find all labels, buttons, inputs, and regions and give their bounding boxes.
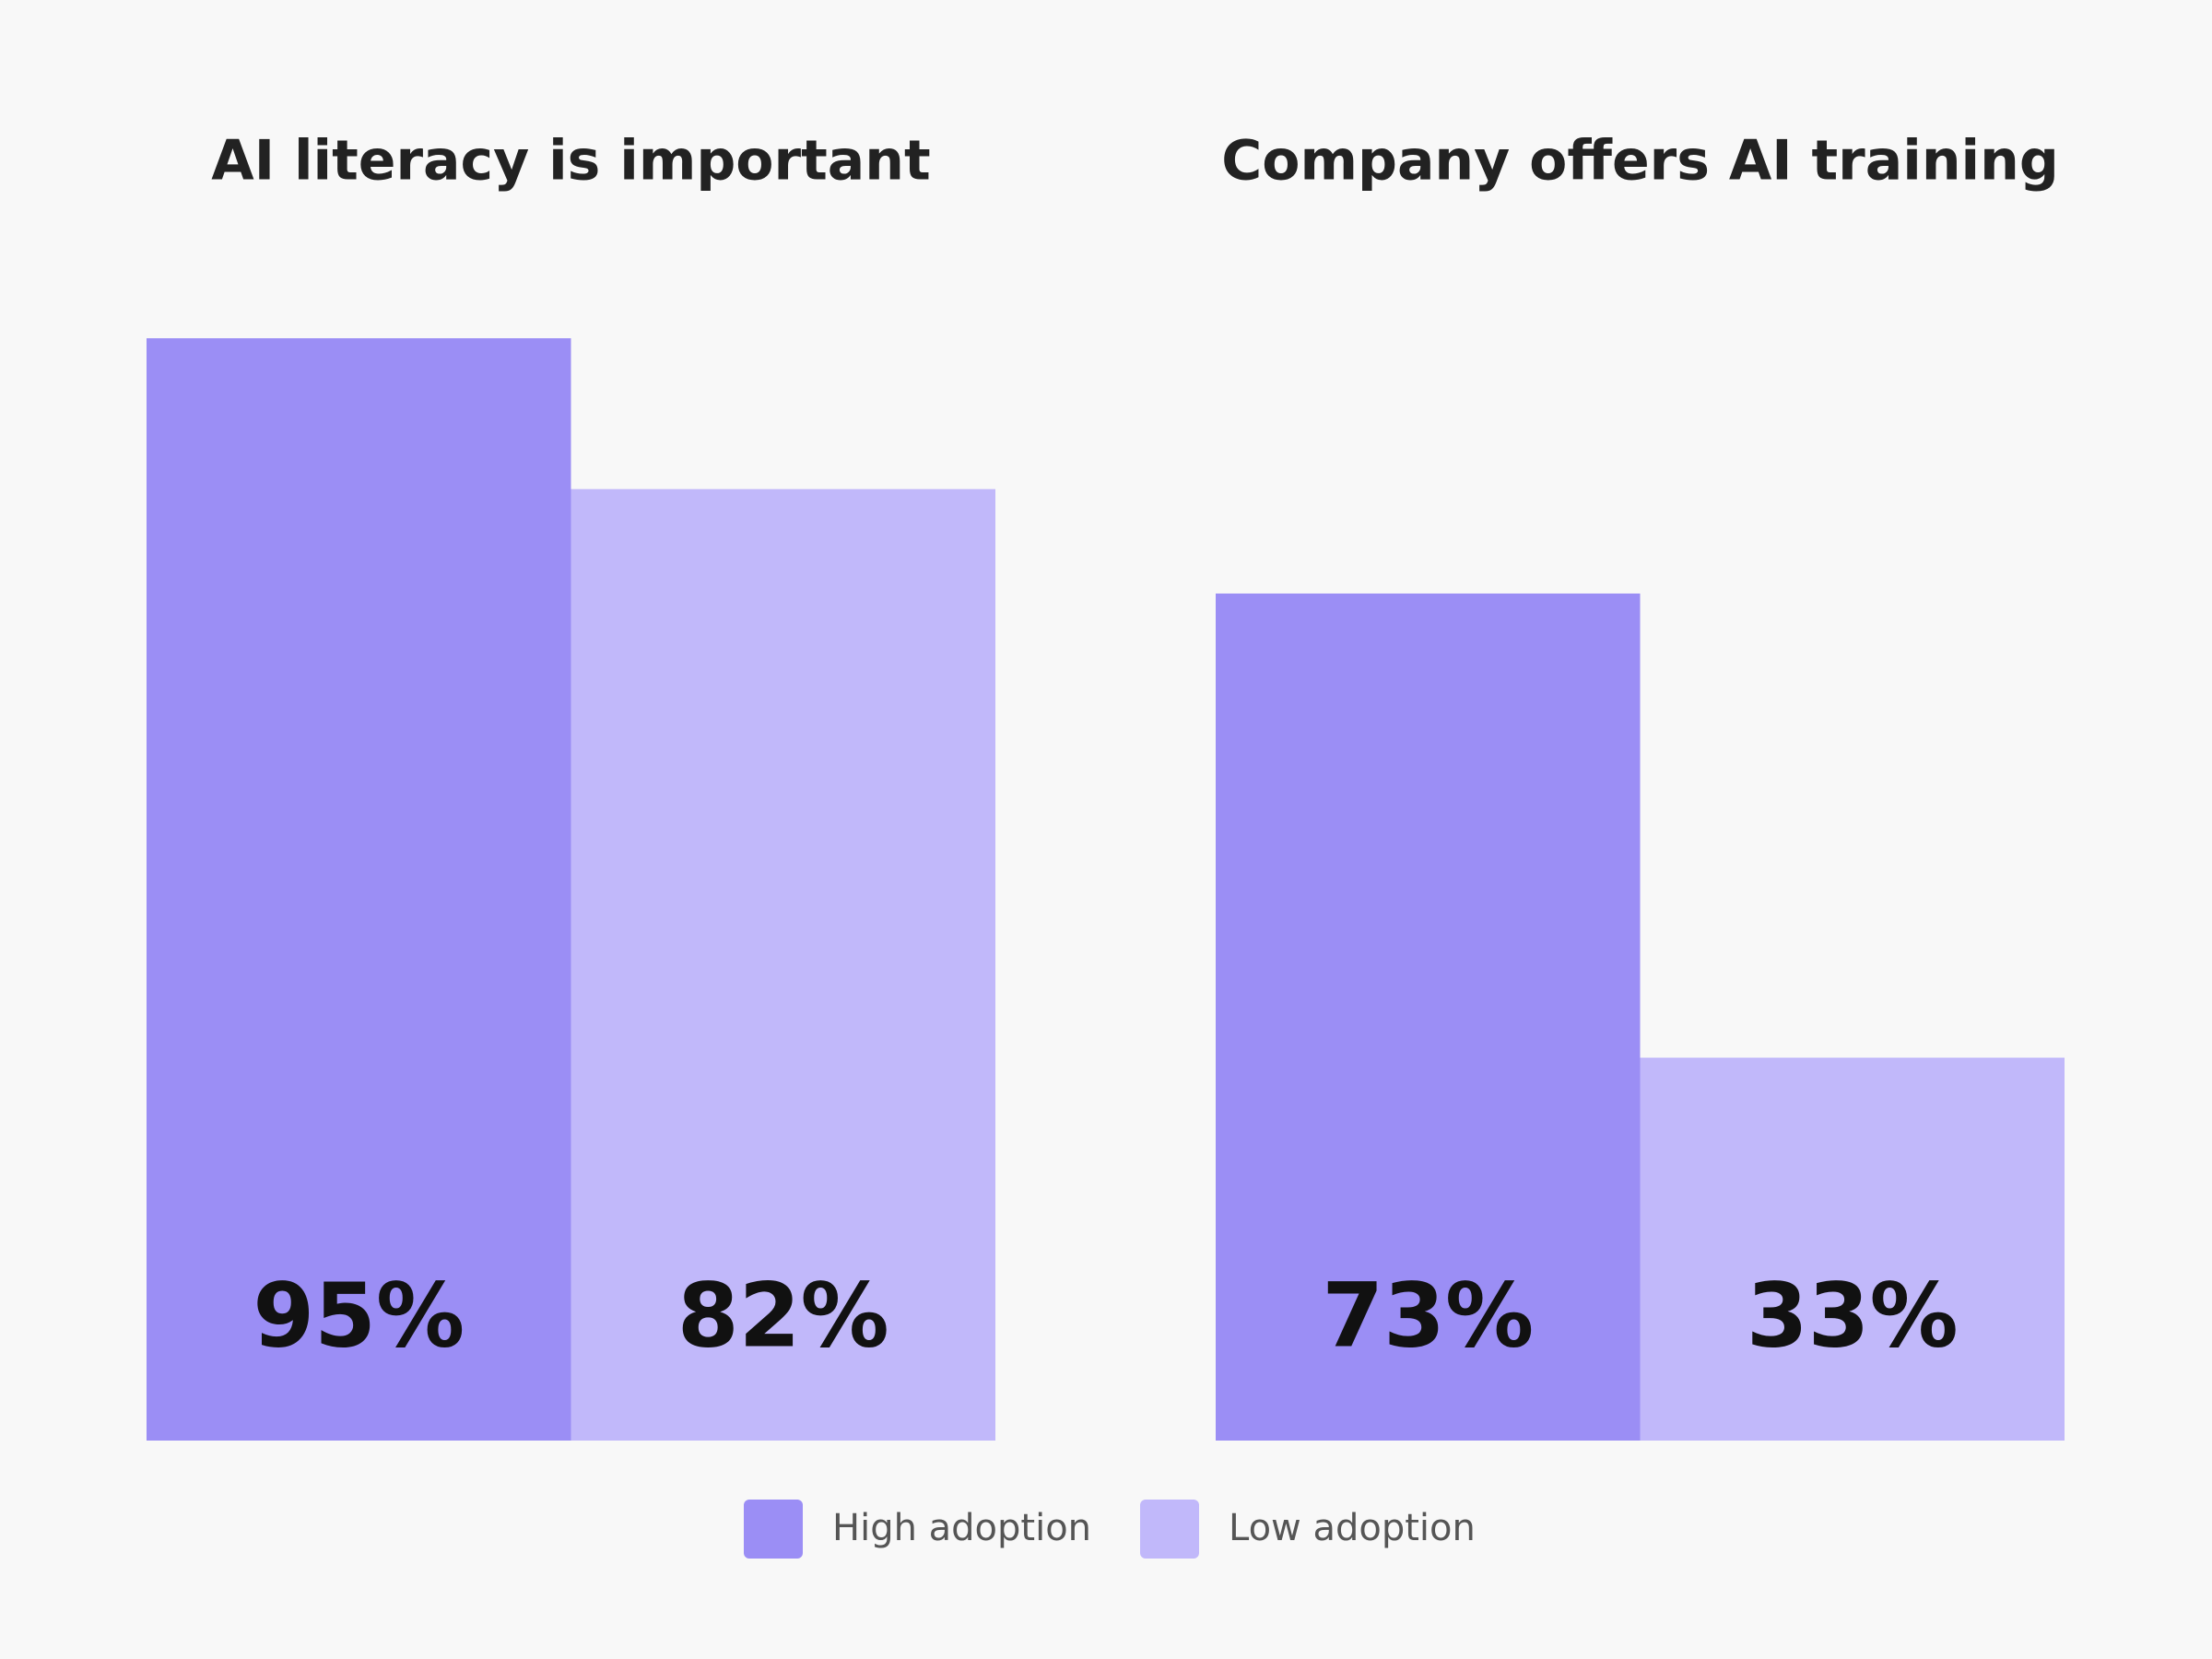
value-label: 95% xyxy=(253,1264,465,1367)
bar xyxy=(1640,1057,2065,1441)
legend-swatch xyxy=(1140,1500,1199,1559)
legend-label: High adoption xyxy=(832,1507,1091,1549)
legend-label: Low adoption xyxy=(1229,1507,1476,1549)
bar xyxy=(1216,593,1641,1441)
value-label: 73% xyxy=(1322,1264,1534,1367)
value-label: 33% xyxy=(1747,1264,1959,1367)
group-title: Company offers AI training xyxy=(1221,129,2059,194)
legend-swatch xyxy=(744,1500,803,1559)
bar xyxy=(147,338,571,1441)
bar xyxy=(571,488,995,1441)
value-label: 82% xyxy=(677,1264,889,1367)
group-title: AI literacy is important xyxy=(211,129,930,194)
